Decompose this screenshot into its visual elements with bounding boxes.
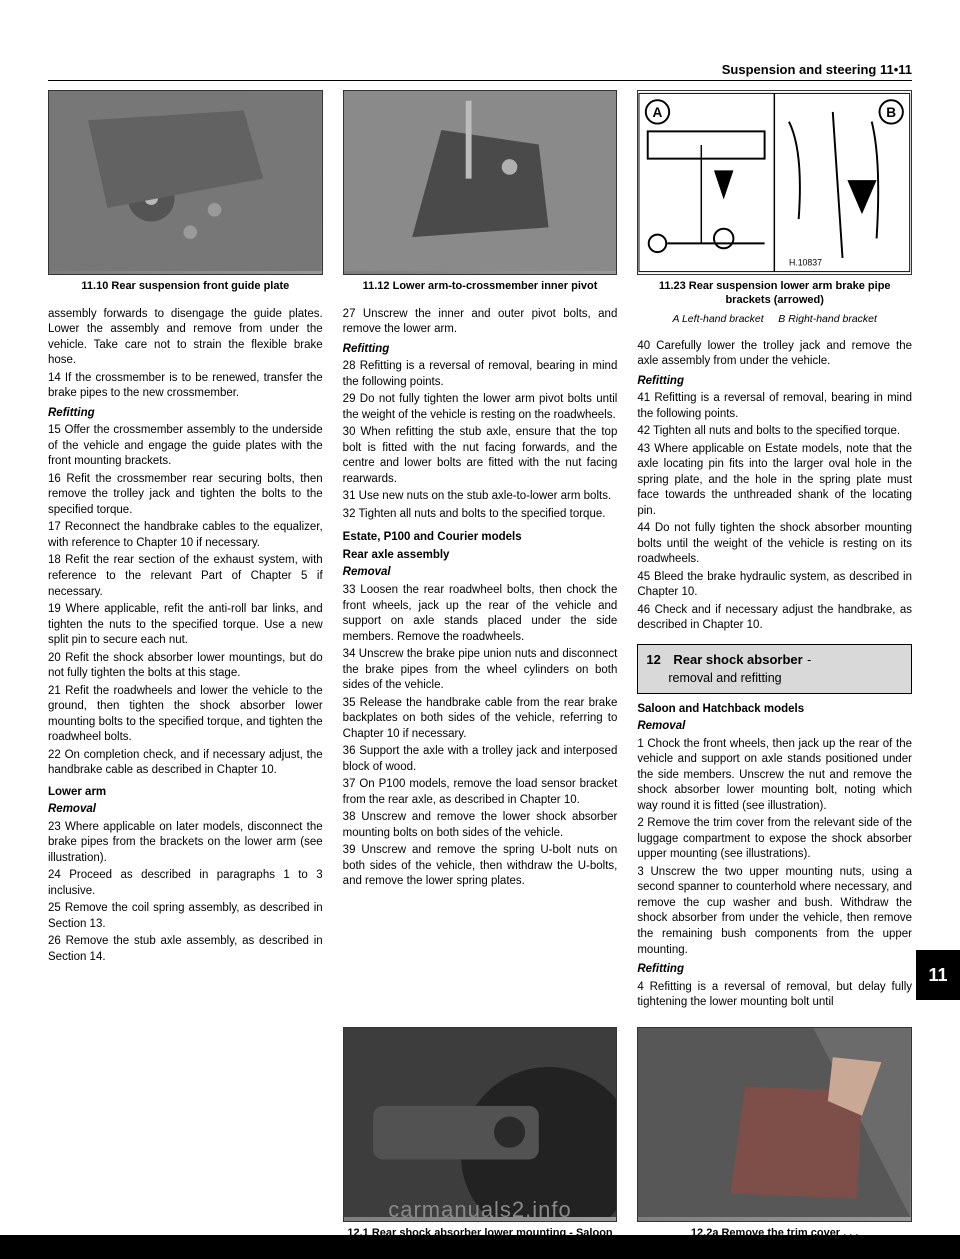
c1-p5: 17 Reconnect the handbrake cables to the… bbox=[48, 520, 323, 551]
c1-p4: 16 Refit the crossmember rear securing b… bbox=[48, 472, 323, 519]
photo-placeholder-icon bbox=[638, 1028, 911, 1218]
fig-11-23-caption: 11.23 Rear suspension lower arm brake pi… bbox=[637, 275, 912, 313]
subcap-b: B Right-hand bracket bbox=[778, 313, 877, 325]
c3-refit-h: Refitting bbox=[637, 374, 912, 390]
fig-12-1-image bbox=[343, 1027, 618, 1222]
section-12-sub: removal and refitting bbox=[646, 671, 781, 685]
c1-p1: assembly forwards to disengage the guide… bbox=[48, 307, 323, 369]
lower-spacer bbox=[48, 1027, 323, 1259]
c2-p12: 38 Unscrew and remove the lower shock ab… bbox=[343, 810, 618, 841]
c2-p13: 39 Unscrew and remove the spring U-bolt … bbox=[343, 843, 618, 890]
fig-11-12: 11.12 Lower arm-to-crossmember inner piv… bbox=[343, 90, 618, 299]
fig-11-23: A B H.10837 bbox=[637, 90, 912, 331]
photo-placeholder-icon bbox=[344, 91, 617, 271]
col-1: 11.10 Rear suspension front guide plate … bbox=[48, 90, 323, 1013]
c2-removal-h: Removal bbox=[343, 565, 618, 581]
c3-p2: 41 Refitting is a reversal of removal, b… bbox=[637, 391, 912, 422]
s12-removal-h: Removal bbox=[637, 719, 912, 735]
section-12-title: Rear shock absorber bbox=[673, 652, 802, 667]
svg-text:H.10837: H.10837 bbox=[789, 258, 822, 268]
col-3: A B H.10837 bbox=[637, 90, 912, 1013]
col-2: 11.12 Lower arm-to-crossmember inner piv… bbox=[343, 90, 618, 1013]
fig-11-12-image bbox=[343, 90, 618, 275]
s12-p4: 4 Refitting is a reversal of removal, bu… bbox=[637, 980, 912, 1011]
c2-p9: 35 Release the handbrake cable from the … bbox=[343, 696, 618, 743]
section-12-num: 12 bbox=[646, 652, 660, 667]
c1-removal-h: Removal bbox=[48, 802, 323, 818]
fig-11-10-caption: 11.10 Rear suspension front guide plate bbox=[48, 275, 323, 299]
chapter-tab: 11 bbox=[916, 950, 960, 1000]
c1-p7: 19 Where applicable, refit the anti-roll… bbox=[48, 602, 323, 649]
c3-p6: 45 Bleed the brake hydraulic system, as … bbox=[637, 570, 912, 601]
c1-p14: 26 Remove the stub axle assembly, as des… bbox=[48, 934, 323, 965]
fig-11-12-caption: 11.12 Lower arm-to-crossmember inner piv… bbox=[343, 275, 618, 299]
c2-p5: 31 Use new nuts on the stub axle-to-lowe… bbox=[343, 489, 618, 505]
c2-p1: 27 Unscrew the inner and outer pivot bol… bbox=[343, 307, 618, 338]
c3-p3: 42 Tighten all nuts and bolts to the spe… bbox=[637, 424, 912, 440]
fig-11-23-subcap: A Left-hand bracket B Right-hand bracket bbox=[637, 313, 912, 331]
c1-p6: 18 Refit the rear section of the exhaust… bbox=[48, 553, 323, 600]
c2-estate-h: Estate, P100 and Courier models bbox=[343, 530, 618, 546]
columns: 11.10 Rear suspension front guide plate … bbox=[48, 90, 912, 1013]
c2-p7: 33 Loosen the rear roadwheel bolts, then… bbox=[343, 583, 618, 645]
fig-12-2a-image bbox=[637, 1027, 912, 1222]
c3-p5: 44 Do not fully tighten the shock absorb… bbox=[637, 521, 912, 568]
c2-rear-h: Rear axle assembly bbox=[343, 548, 618, 564]
fig-11-23-image: A B H.10837 bbox=[637, 90, 912, 275]
s12-p2: 2 Remove the trim cover from the relevan… bbox=[637, 816, 912, 863]
page: Suspension and steering 11•11 11.10 Rear… bbox=[0, 0, 960, 1235]
fig-11-10-image bbox=[48, 90, 323, 275]
section-12-box: 12 Rear shock absorber - removal and ref… bbox=[637, 644, 912, 694]
photo-placeholder-icon bbox=[344, 1028, 617, 1218]
c1-p3: 15 Offer the crossmember assembly to the… bbox=[48, 423, 323, 470]
c2-p4: 30 When refitting the stub axle, ensure … bbox=[343, 425, 618, 487]
photo-placeholder-icon bbox=[49, 91, 322, 271]
s12-sal-h: Saloon and Hatchback models bbox=[637, 702, 912, 718]
fig-12-2a-caption: 12.2a Remove the trim cover . . . bbox=[637, 1222, 912, 1246]
c1-p9: 21 Refit the roadwheels and lower the ve… bbox=[48, 684, 323, 746]
s12-refit-h: Refitting bbox=[637, 962, 912, 978]
c3-p4: 43 Where applicable on Estate models, no… bbox=[637, 442, 912, 520]
fig-12-1: 12.1 Rear shock absorber lower mounting … bbox=[343, 1027, 618, 1259]
c1-p13: 25 Remove the coil spring assembly, as d… bbox=[48, 901, 323, 932]
c3-p1: 40 Carefully lower the trolley jack and … bbox=[637, 339, 912, 370]
fig-12-2a: 12.2a Remove the trim cover . . . bbox=[637, 1027, 912, 1259]
c1-p10: 22 On completion check, and if necessary… bbox=[48, 748, 323, 779]
c2-p8: 34 Unscrew the brake pipe union nuts and… bbox=[343, 647, 618, 694]
svg-text:A: A bbox=[653, 105, 663, 120]
header-rule bbox=[48, 80, 912, 81]
c2-p6: 32 Tighten all nuts and bolts to the spe… bbox=[343, 507, 618, 523]
c2-p2: 28 Refitting is a reversal of removal, b… bbox=[343, 359, 618, 390]
c2-p11: 37 On P100 models, remove the load senso… bbox=[343, 777, 618, 808]
c2-p3: 29 Do not fully tighten the lower arm pi… bbox=[343, 392, 618, 423]
c1-lower-h: Lower arm bbox=[48, 785, 323, 801]
subcap-a: A Left-hand bracket bbox=[672, 313, 763, 325]
lower-figure-row: 12.1 Rear shock absorber lower mounting … bbox=[48, 1027, 912, 1259]
fig-11-10: 11.10 Rear suspension front guide plate bbox=[48, 90, 323, 299]
line-drawing-icon: A B H.10837 bbox=[638, 91, 911, 274]
c1-p2: 14 If the crossmember is to be renewed, … bbox=[48, 371, 323, 402]
page-footer: carmanuals2.info bbox=[0, 1197, 960, 1223]
c1-p12: 24 Proceed as described in paragraphs 1 … bbox=[48, 868, 323, 899]
page-header: Suspension and steering 11•11 bbox=[722, 62, 912, 77]
c1-p8: 20 Refit the shock absorber lower mounti… bbox=[48, 651, 323, 682]
fig-12-1-caption: 12.1 Rear shock absorber lower mounting … bbox=[343, 1222, 618, 1259]
s12-p1: 1 Chock the front wheels, then jack up t… bbox=[637, 737, 912, 815]
c2-refit-h: Refitting bbox=[343, 342, 618, 358]
svg-text:B: B bbox=[887, 105, 897, 120]
c2-p10: 36 Support the axle with a trolley jack … bbox=[343, 744, 618, 775]
c3-p7: 46 Check and if necessary adjust the han… bbox=[637, 603, 912, 634]
c1-refit-h: Refitting bbox=[48, 406, 323, 422]
s12-p3: 3 Unscrew the two upper mounting nuts, u… bbox=[637, 865, 912, 958]
c1-p11: 23 Where applicable on later models, dis… bbox=[48, 820, 323, 867]
